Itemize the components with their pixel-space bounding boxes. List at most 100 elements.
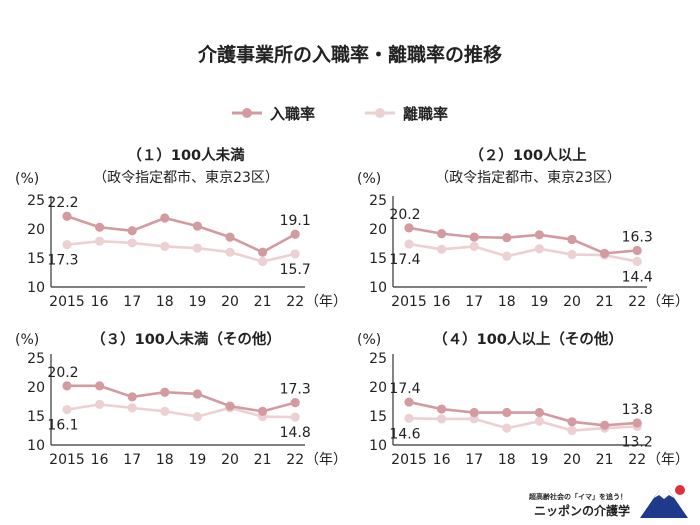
data-label: 17.4 (389, 381, 420, 397)
data-point (225, 247, 235, 257)
series-line (66, 215, 296, 254)
data-label: 22.2 (47, 195, 78, 211)
y-axis-unit: (%) (357, 171, 381, 187)
data-point (632, 256, 642, 267)
series-line (67, 384, 296, 413)
data-label: 17.3 (47, 253, 78, 269)
mount-fuji-icon (640, 485, 688, 518)
data-point (62, 211, 72, 221)
y-tick-label: 15 (369, 409, 387, 425)
data-label: 13.2 (622, 434, 653, 450)
x-tick-label: 18 (156, 294, 174, 310)
series-entry-rate: 20.2 17.3 (47, 365, 311, 416)
series-entry-rate: 20.2 16.3 (389, 207, 653, 258)
x-tick-label: 19 (530, 294, 548, 310)
x-tick-label: 2015 (49, 452, 85, 468)
y-tick-label: 25 (27, 193, 45, 209)
x-tick-label: 16 (91, 452, 109, 468)
x-tick-label: 17 (465, 294, 483, 310)
y-axis-unit: (%) (15, 171, 39, 187)
data-point (95, 381, 105, 391)
data-point (160, 241, 170, 251)
legend-label-entry-rate: 入職率 (270, 105, 315, 123)
data-point (632, 418, 642, 428)
legend-marker-leave-rate (375, 108, 385, 118)
data-point (502, 251, 512, 261)
x-tick-label: 2015 (391, 294, 427, 310)
legend-item-leave-rate: 離職率 (365, 105, 448, 123)
data-point (600, 420, 610, 430)
data-label: 15.7 (280, 262, 311, 278)
y-tick-label: 25 (369, 193, 387, 209)
data-point (127, 403, 137, 413)
data-point (437, 229, 447, 239)
data-point (567, 249, 577, 260)
chart-title: （２）100人以上 (469, 146, 587, 164)
data-label: 17.3 (280, 382, 311, 398)
data-point (258, 256, 268, 267)
y-tick-label: 20 (369, 222, 387, 238)
x-tick-label: 19 (188, 452, 206, 468)
data-point (469, 414, 479, 424)
data-label: 19.1 (280, 213, 311, 229)
series-line (408, 400, 638, 427)
data-point (469, 407, 479, 418)
data-point (534, 416, 545, 426)
page-title: 介護事業所の入職率・離職率の推移 (197, 43, 502, 66)
data-point (404, 397, 414, 407)
data-point (127, 226, 137, 236)
data-point (258, 406, 268, 416)
x-tick-label: 17 (465, 452, 483, 468)
y-tick-label: 15 (27, 409, 45, 425)
x-tick-label: 21 (596, 452, 614, 468)
series-line (408, 417, 638, 432)
x-axis-unit: （年） (647, 294, 689, 310)
data-point (502, 423, 512, 433)
x-tick-label: 17 (123, 452, 141, 468)
x-tick-label: 18 (498, 452, 516, 468)
data-label: 13.8 (622, 402, 653, 418)
data-point (534, 230, 545, 240)
x-tick-label: 19 (530, 452, 548, 468)
x-tick-label: 21 (596, 294, 614, 310)
series-leave-rate: 17.4 14.4 (389, 239, 653, 285)
data-point (290, 412, 300, 422)
data-point (62, 405, 72, 415)
data-point (567, 234, 577, 245)
data-point (404, 413, 414, 423)
data-point (95, 222, 105, 232)
y-tick-label: 20 (27, 380, 45, 396)
x-axis-unit: （年） (305, 294, 347, 310)
data-point (502, 233, 512, 243)
series-line (66, 239, 296, 263)
logo: 超高齢社会の「イマ」を追う！ ニッポンの介護学 (529, 485, 688, 518)
y-tick-label: 10 (27, 438, 45, 454)
series-leave-rate: 16.1 14.8 (47, 399, 311, 441)
y-tick-label: 10 (27, 280, 45, 296)
data-point (404, 223, 414, 233)
data-point (160, 406, 170, 416)
y-axis-unit: (%) (357, 332, 381, 348)
x-tick-label: 22 (628, 452, 646, 468)
data-point (160, 213, 170, 223)
chart-title: （３）100人未満（その他） (91, 330, 281, 348)
data-point (258, 247, 268, 257)
x-tick-label: 17 (123, 294, 141, 310)
data-point (404, 239, 414, 249)
data-label: 16.1 (47, 418, 78, 434)
logo-name: ニッポンの介護学 (534, 503, 630, 518)
data-point (290, 249, 300, 259)
y-axis-unit: (%) (15, 332, 39, 348)
legend-label-leave-rate: 離職率 (403, 105, 448, 123)
data-point (192, 411, 202, 422)
data-point (469, 232, 479, 242)
data-label: 17.4 (389, 252, 420, 268)
series-line (66, 403, 296, 419)
x-axis-unit: （年） (647, 452, 689, 468)
legend-item-entry-rate: 入職率 (232, 105, 315, 123)
data-point (62, 381, 72, 391)
